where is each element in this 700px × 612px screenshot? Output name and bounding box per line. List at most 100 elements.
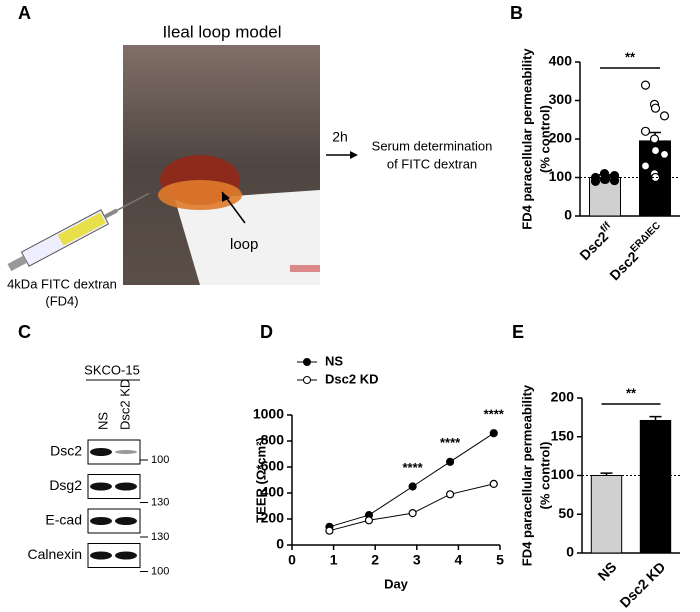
x-tick-label: NS (594, 558, 619, 583)
band (115, 482, 137, 491)
protein-label: Dsg2 (49, 477, 82, 493)
injection-text: 4kDa FITC dextran (7, 276, 117, 291)
x-tick-label: 1 (330, 552, 338, 568)
data-point (364, 516, 374, 525)
y-tick-label: 200 (551, 389, 575, 405)
mw-label: 100 (151, 454, 169, 466)
legend-marker (303, 358, 311, 366)
panel-label: C (18, 322, 31, 342)
data-point (325, 526, 334, 535)
band (90, 448, 112, 456)
y-tick-label: 600 (261, 458, 285, 474)
bar (639, 419, 672, 554)
panel-label: A (18, 3, 31, 23)
y-tick-label: 300 (549, 91, 573, 107)
y-tick-label: 100 (549, 168, 573, 184)
y-tick-label: 1000 (253, 406, 284, 422)
data-point (609, 175, 620, 186)
diagram-title: Ileal loop model (162, 22, 281, 41)
time-label: 2h (332, 129, 348, 145)
data-point (590, 172, 601, 183)
y-axis-label: FD4 paracellular permeability (519, 48, 534, 230)
data-point (659, 111, 670, 121)
x-tick-label: 4 (455, 552, 463, 568)
panel-label: D (260, 322, 273, 342)
band (115, 517, 137, 525)
y-tick-label: 800 (261, 432, 285, 448)
y-axis-label: TEER (Ω*cm²) (253, 437, 268, 523)
y-tick-label: 200 (261, 510, 285, 526)
data-point (408, 482, 417, 491)
y-tick-label: 200 (549, 130, 573, 146)
data-point (445, 457, 455, 466)
x-tick-label: 3 (413, 552, 421, 568)
band (90, 482, 112, 491)
x-tick-label: 2 (371, 552, 379, 568)
protein-label: Dsc2 (50, 443, 82, 459)
data-point (649, 134, 660, 144)
x-tick-label: 5 (496, 552, 504, 568)
arrow-head (222, 192, 230, 202)
legend-label: Dsc2 KD (325, 371, 378, 386)
band (90, 517, 112, 525)
x-tick-label: 0 (288, 552, 296, 568)
lane-label: NS (95, 412, 110, 430)
x-axis-label: Day (384, 576, 409, 591)
panel-label: B (510, 3, 523, 23)
protein-label: Calnexin (28, 546, 82, 562)
data-point (489, 429, 498, 438)
significance-label: **** (403, 460, 424, 475)
y-axis-label: FD4 paracellular permeability (519, 384, 534, 566)
data-point (650, 103, 661, 113)
outcome-text: Serum determination (372, 138, 493, 153)
y-tick-label: 0 (566, 544, 574, 560)
y-tick-label: 50 (558, 505, 574, 521)
y-tick-label: 100 (551, 466, 575, 482)
significance-label: ** (626, 385, 637, 400)
legend-label: NS (325, 353, 343, 368)
syringe (7, 192, 150, 272)
y-axis-label: (% control) (537, 442, 552, 510)
x-tick-label: Dsc2ERΔIEC (605, 220, 668, 283)
data-point (445, 490, 455, 499)
photo (123, 45, 320, 285)
legend-marker (303, 376, 311, 384)
x-tick-label: Dsc2f/f (575, 220, 618, 263)
lane-label: Dsc2 KD (117, 379, 132, 430)
mw-label: 130 (151, 496, 169, 508)
band (115, 551, 137, 560)
data-point (640, 126, 651, 136)
bar (590, 475, 623, 554)
band (90, 551, 112, 560)
data-point (489, 479, 498, 488)
category-superscript: ERΔIEC (629, 220, 663, 254)
western-blot: NS Dsc2 KD Dsc2 100 Dsg2 130 E-cad 130 Calnexin 1… (28, 379, 170, 578)
y-tick-label: 400 (549, 53, 573, 69)
series-line (329, 483, 494, 532)
y-tick-label: 400 (261, 484, 285, 500)
significance-label: **** (484, 407, 505, 422)
mw-label: 100 (151, 565, 169, 577)
outcome-text: of FITC dextran (387, 156, 477, 171)
arrow-head (350, 151, 358, 159)
x-tick-label: Dsc2 KD (616, 558, 668, 610)
cell-line: SKCO-15 (84, 362, 140, 377)
panel-label: E (512, 322, 524, 342)
significance-label: **** (440, 435, 461, 450)
category-name: NS (594, 558, 619, 583)
data-point (650, 172, 661, 183)
y-tick-label: 0 (276, 536, 284, 552)
band (115, 450, 137, 454)
error-bar (649, 415, 662, 421)
data-point (600, 174, 611, 185)
significance-label: ** (625, 49, 636, 64)
injection-text: (FD4) (45, 293, 78, 308)
data-point (640, 161, 651, 171)
data-point (650, 145, 661, 156)
data-point (408, 509, 417, 518)
loop-label: loop (230, 236, 258, 253)
data-point (659, 149, 670, 159)
y-tick-label: 150 (551, 427, 575, 443)
y-axis-label: (% control) (537, 105, 552, 173)
